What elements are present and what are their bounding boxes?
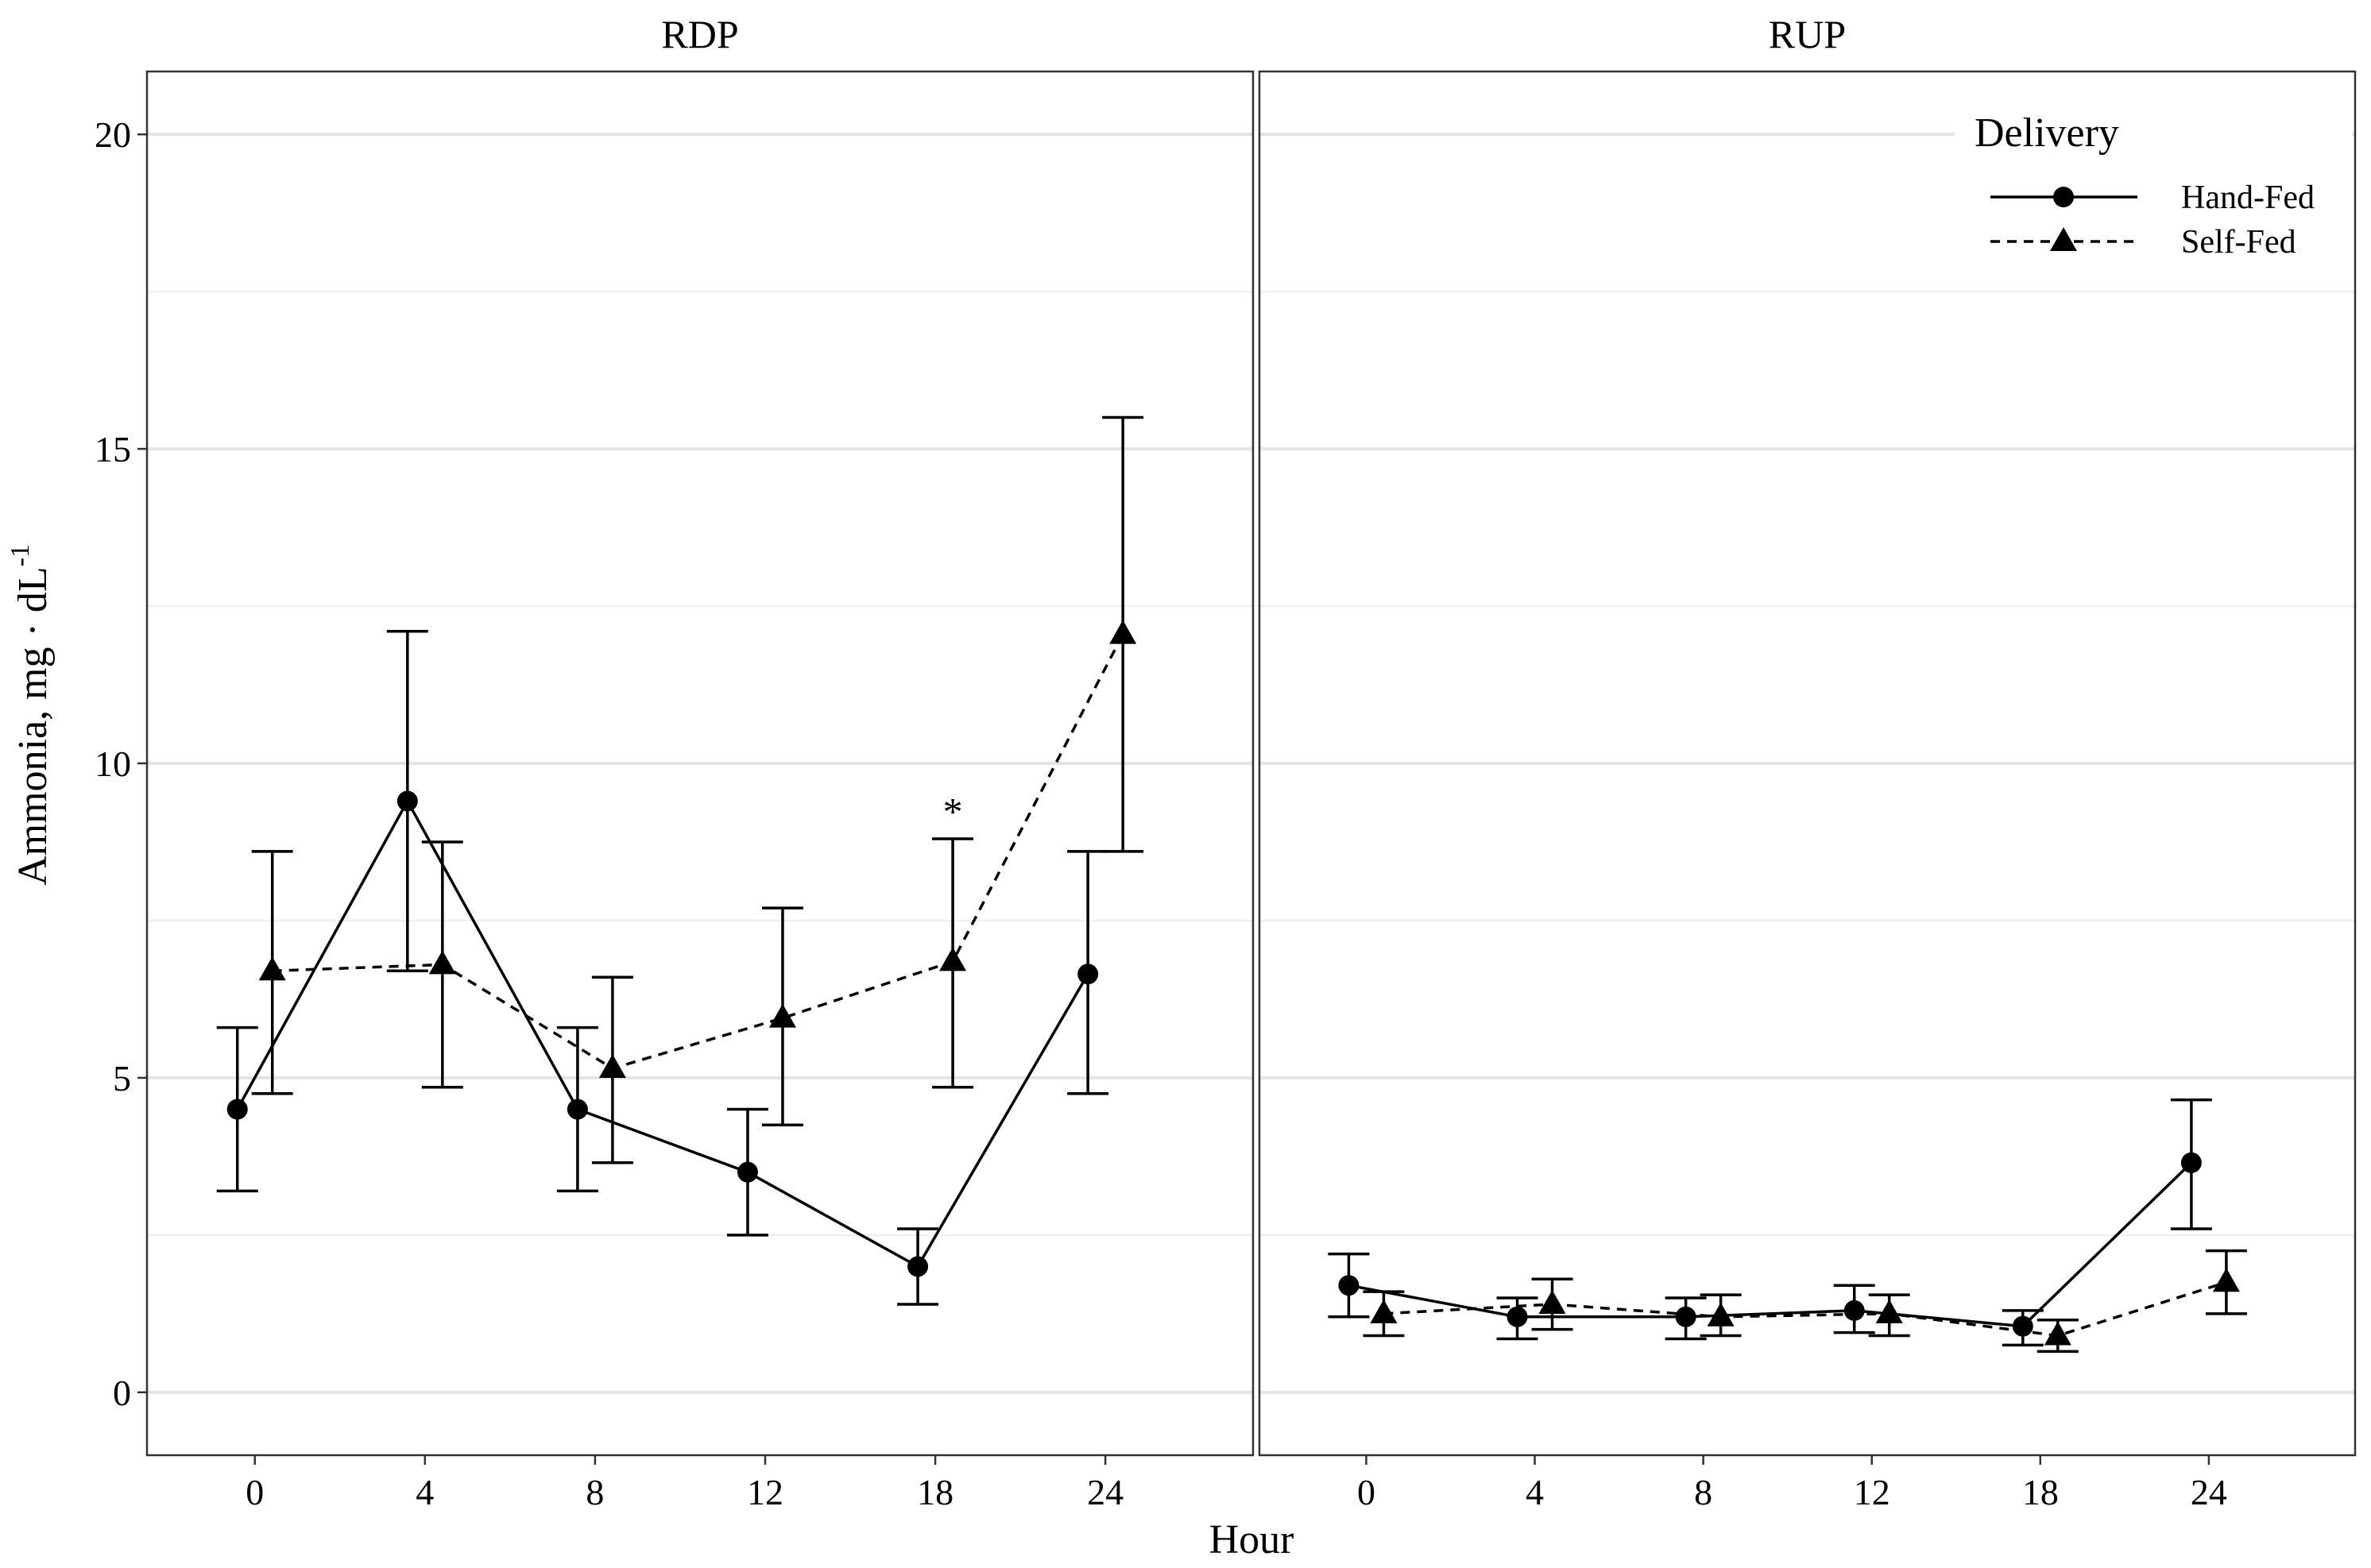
x-tick-label: 0 [1357,1472,1375,1512]
data-point [1077,964,1099,985]
x-axis-title: Hour [1209,1517,1294,1562]
legend: Delivery Hand-Fed Self-Fed [1955,94,2352,284]
panel-title-rdp: RDP [661,12,738,56]
legend-background [1955,94,2352,284]
data-point [1338,1275,1360,1296]
data-point [1675,1306,1696,1327]
x-tick-label: 12 [747,1472,783,1512]
panel-border [1258,70,2357,1457]
legend-items: Hand-Fed Self-Fed [1990,180,2315,261]
series-line [272,633,1124,1070]
data-point [258,956,286,981]
x-tick-label: 4 [1526,1472,1544,1512]
legend-key-marker [2053,187,2074,207]
y-tick-label: 10 [95,743,131,784]
legend-key-marker [2050,227,2077,251]
y-tick-label: 5 [113,1058,131,1099]
data-point [1370,1299,1398,1323]
data-point [1707,1302,1735,1327]
data-point [768,1003,796,1028]
significance-marker: * [943,789,963,833]
series-line [236,798,1089,1269]
x-tick-label: 18 [917,1472,953,1512]
legend-title: Delivery [1975,110,2119,156]
data-point [939,947,967,971]
data-point [2180,1152,2202,1173]
x-tick-label: 8 [586,1472,604,1512]
data-point [907,1256,929,1277]
x-tick-label: 8 [1694,1472,1712,1512]
data-point [1538,1289,1566,1314]
legend-label: Hand-Fed [2181,180,2315,216]
x-tick-label: 12 [1854,1472,1890,1512]
legend-item-self-fed: Self-Fed [1990,224,2296,261]
y-tick-label: 20 [95,114,131,155]
series-hand-fed [216,629,1109,1306]
data-point [396,790,418,812]
y-tick-label: 0 [113,1373,131,1413]
x-tick-label: 24 [1087,1472,1124,1512]
data-point [226,1099,248,1120]
legend-item-hand-fed: Hand-Fed [1990,180,2315,216]
data-point [2044,1321,2071,1346]
series-self-fed [251,415,1144,1164]
data-point [428,950,456,975]
data-point [1843,1300,1865,1321]
series-hand-fed [1328,1098,2212,1347]
data-point [1875,1299,1903,1323]
y-tick-label: 15 [95,429,131,469]
x-tick-label: 4 [416,1472,434,1512]
data-point [737,1161,758,1183]
legend-label: Self-Fed [2181,224,2296,261]
series-self-fed [1363,1249,2247,1354]
data-point [1507,1306,1528,1327]
y-axis-title: Ammonia, mg · dL-1 [6,544,56,886]
panel-rdp: RDP 0 4 8 12 18 24 * [145,12,1255,1512]
series-line [1348,1161,2193,1328]
x-tick-label: 24 [2191,1472,2227,1512]
data-point [2012,1315,2033,1337]
panel-title-rup: RUP [1769,12,1846,56]
x-tick-label: 0 [246,1472,264,1512]
x-tick-label: 18 [2022,1472,2059,1512]
panels: RDP 0 4 8 12 18 24 * RUP 0 4 8 12 18 24 [145,12,2357,1512]
panel-rup: RUP 0 4 8 12 18 24 [1258,12,2357,1512]
data-point [2212,1268,2240,1292]
data-point [1109,620,1137,644]
data-point [598,1054,626,1079]
series-line [1383,1280,2227,1338]
y-axis: 0 5 10 15 20 [95,114,147,1413]
data-point [567,1099,588,1120]
